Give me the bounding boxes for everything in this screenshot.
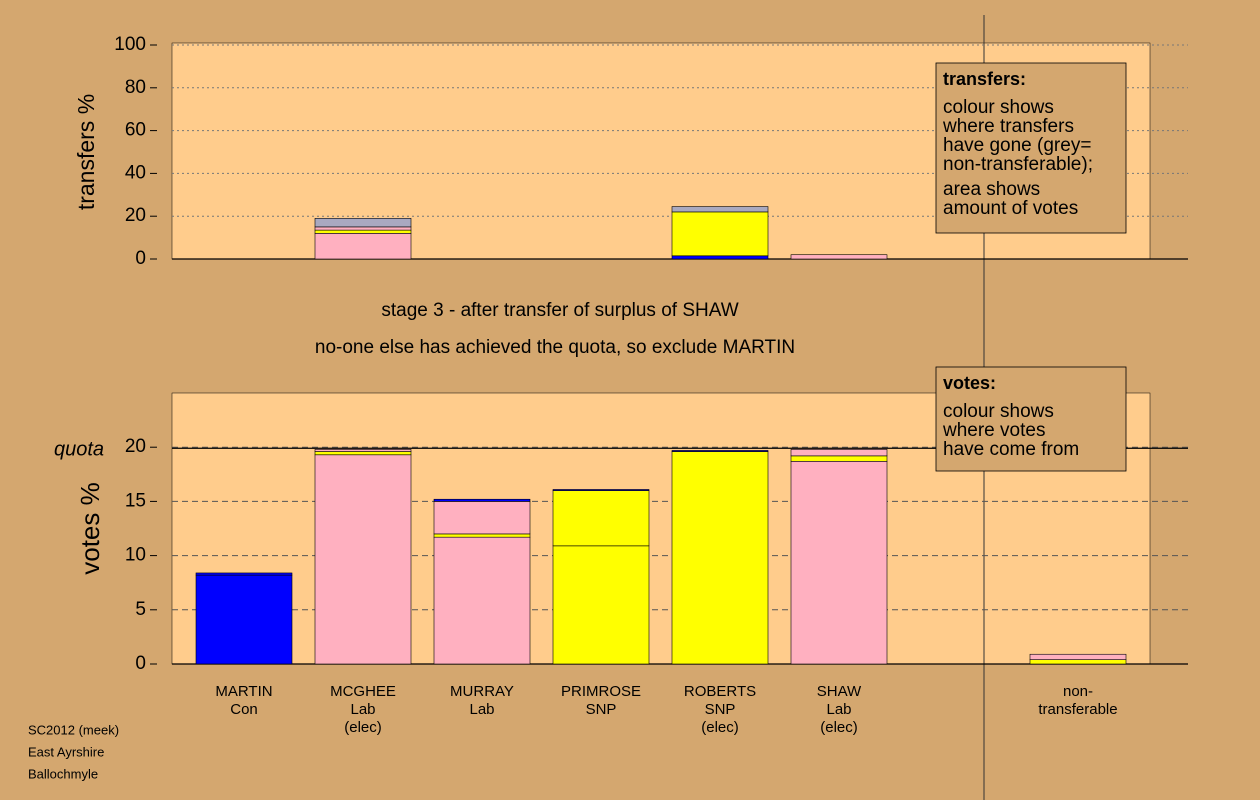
x-tick-label: Lab xyxy=(350,701,375,718)
bar-segment xyxy=(671,211,769,257)
y-tick-label: 40 xyxy=(125,162,146,183)
bar-segment xyxy=(552,489,650,491)
y-tick-label: 0 xyxy=(135,653,146,674)
info-box-line: where transfers xyxy=(942,116,1074,137)
info-box-line: non-transferable); xyxy=(943,154,1093,175)
x-tick-label: (elec) xyxy=(344,719,382,736)
bar-segment xyxy=(314,233,412,260)
y-axis-label: votes % xyxy=(75,482,105,575)
x-tick-label: non- xyxy=(1063,683,1093,700)
x-tick-label: MCGHEE xyxy=(330,683,396,700)
info-box-line: colour shows xyxy=(943,97,1054,118)
info-box-line: where votes xyxy=(942,420,1045,441)
y-tick-label: 80 xyxy=(125,77,146,98)
x-tick-label: MURRAY xyxy=(450,683,514,700)
bar-segment xyxy=(671,255,769,260)
info-box-line: amount of votes xyxy=(943,198,1078,219)
y-tick-label: 20 xyxy=(125,205,146,226)
y-axis-label: transfers % xyxy=(73,94,99,210)
info-box-line: area shows xyxy=(943,179,1040,200)
x-tick-label: (elec) xyxy=(701,719,739,736)
info-box-line: have come from xyxy=(943,439,1079,460)
bar-segment xyxy=(552,490,650,547)
x-tick-label: SNP xyxy=(705,701,736,718)
info-box xyxy=(935,62,1127,234)
bar-segment xyxy=(314,218,412,228)
annotation: no-one else has achieved the quota, so e… xyxy=(315,337,795,358)
bar-segment xyxy=(1029,653,1127,660)
quota-label: quota xyxy=(54,439,104,461)
bar-segment xyxy=(1029,659,1127,665)
info-box-line: colour shows xyxy=(943,401,1054,422)
info-box xyxy=(935,366,1127,472)
y-tick-label: 10 xyxy=(125,545,146,566)
y-tick-label: 0 xyxy=(135,248,146,269)
bar-segment xyxy=(314,454,412,665)
footer: Ballochmyle xyxy=(28,766,98,781)
bar-segment xyxy=(790,455,888,462)
y-tick-label: 60 xyxy=(125,120,146,141)
bar-segment xyxy=(314,229,412,234)
x-tick-label: transferable xyxy=(1038,701,1117,718)
x-tick-label: PRIMROSE xyxy=(561,683,641,700)
bar-segment xyxy=(314,449,412,452)
info-box-title: votes: xyxy=(943,373,996,393)
bar-segment xyxy=(433,536,531,665)
bar-segment xyxy=(671,450,769,452)
bar-segment xyxy=(314,226,412,231)
info-box-title: transfers: xyxy=(943,69,1026,89)
x-tick-label: MARTIN xyxy=(215,683,272,700)
bar-segment xyxy=(552,545,650,665)
bar-segment xyxy=(671,206,769,213)
annotation: stage 3 - after transfer of surplus of S… xyxy=(381,300,738,321)
bar-segment xyxy=(671,451,769,665)
y-tick-label: 5 xyxy=(135,599,146,620)
y-tick-label: 15 xyxy=(125,490,146,511)
x-tick-label: SHAW xyxy=(817,683,862,700)
bar-segment xyxy=(433,498,531,502)
bar-segment xyxy=(314,451,412,456)
x-tick-label: SNP xyxy=(586,701,617,718)
y-tick-label: 100 xyxy=(114,34,146,55)
y-tick-label: 20 xyxy=(125,436,146,457)
x-tick-label: Lab xyxy=(826,701,851,718)
bar-segment xyxy=(790,449,888,457)
bar-segment xyxy=(790,254,888,260)
bar-segment xyxy=(433,501,531,535)
x-tick-label: (elec) xyxy=(820,719,858,736)
info-box-line: have gone (grey= xyxy=(943,135,1091,156)
bar-segment xyxy=(433,533,531,538)
bar-segment xyxy=(195,574,293,665)
x-tick-label: Con xyxy=(230,701,258,718)
x-tick-label: Lab xyxy=(469,701,494,718)
bar-segment xyxy=(195,572,293,576)
footer: SC2012 (meek) xyxy=(28,722,119,737)
x-tick-label: ROBERTS xyxy=(684,683,756,700)
bar-segment xyxy=(790,460,888,665)
footer: East Ayrshire xyxy=(28,744,104,759)
